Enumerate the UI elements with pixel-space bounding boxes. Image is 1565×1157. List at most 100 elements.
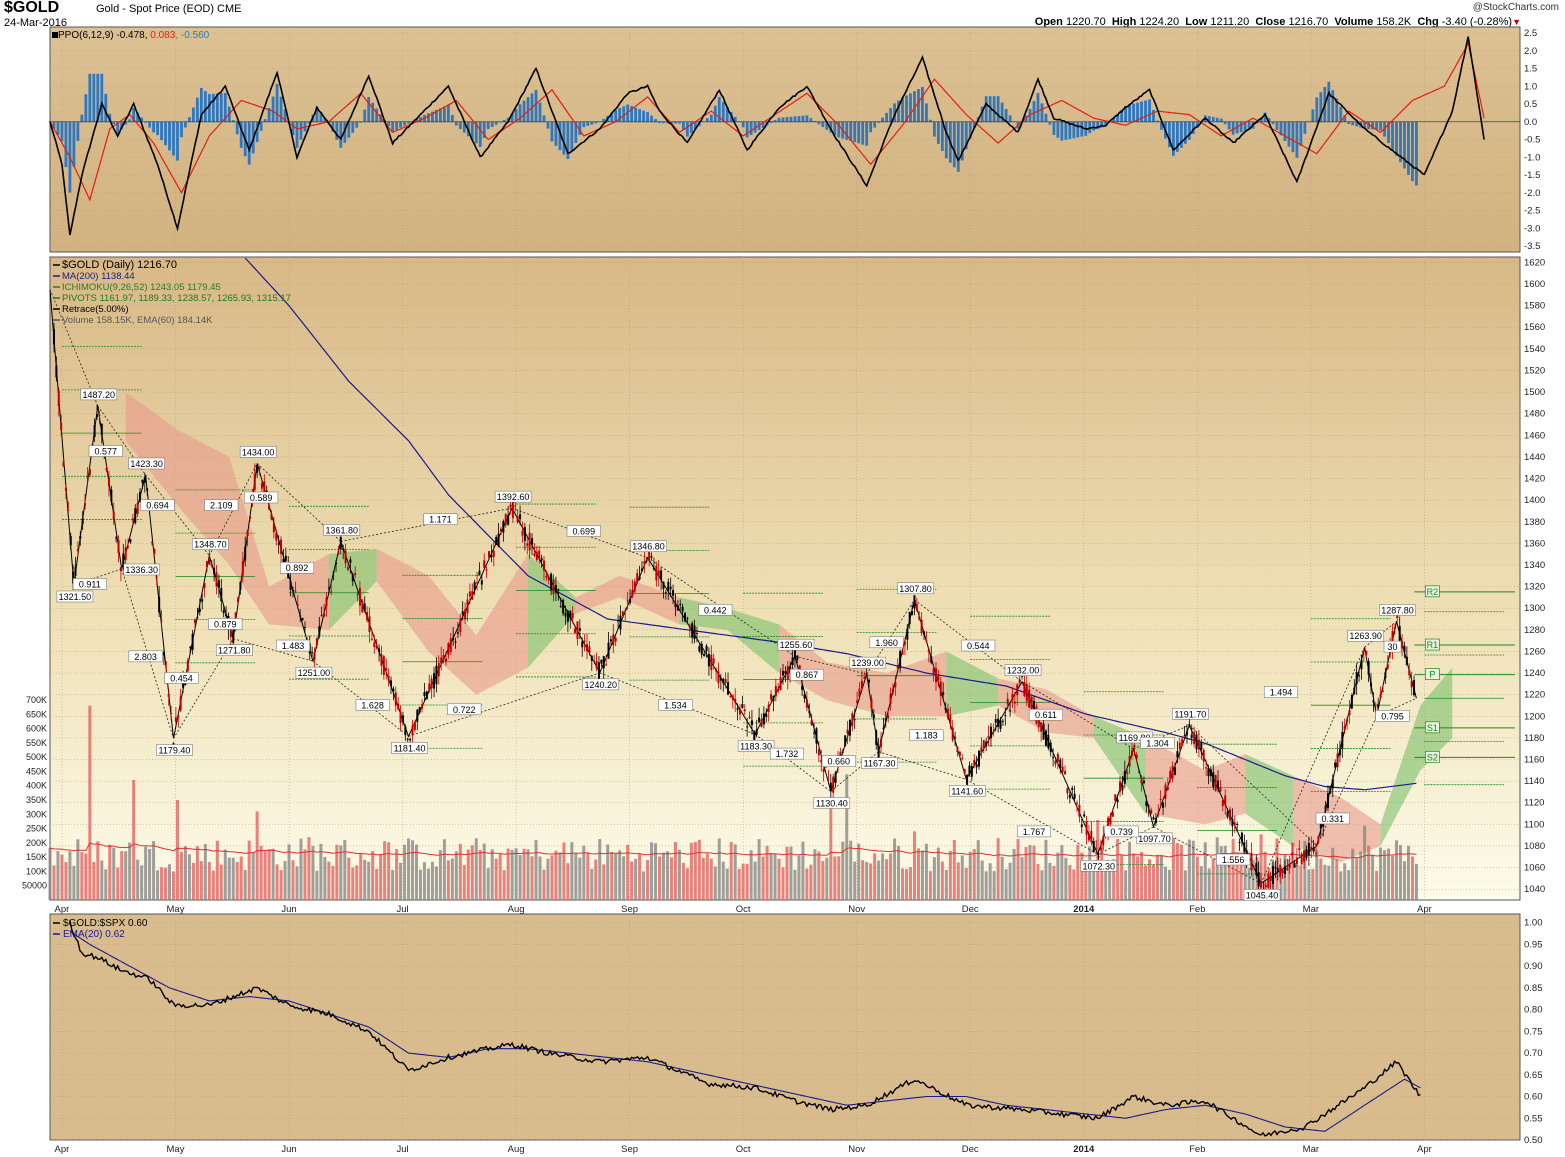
symbol-title: $GOLD (4, 0, 60, 16)
ppo-histogram-bar (1172, 121, 1175, 156)
volume-bar (1044, 839, 1048, 900)
candle-body (1362, 650, 1365, 652)
volume-bar (1315, 850, 1319, 900)
volume-bar (1343, 863, 1347, 900)
candle-body (194, 619, 197, 624)
volume-bar (542, 869, 546, 900)
volume-bar (339, 845, 343, 900)
ppo-tick-label: -1.5 (1524, 170, 1540, 181)
volume-bar (793, 869, 797, 900)
close-value: 1216.70 (1288, 16, 1329, 28)
swing-label-box (494, 490, 532, 503)
candle-body (174, 717, 177, 722)
ichimoku-cloud-segment (1420, 667, 1453, 771)
ichimoku-cloud-segment (328, 548, 377, 630)
ppo-histogram-bar (725, 106, 729, 123)
candle-body (597, 662, 600, 680)
candle-body (272, 522, 275, 533)
candle-body (918, 616, 921, 620)
candle-body (495, 537, 498, 545)
candle-body (96, 414, 99, 417)
ppo-histogram-bar (554, 121, 558, 146)
candle-body (1269, 876, 1272, 882)
ppo-histogram-bar (363, 109, 367, 123)
ppo-histogram-bar (403, 121, 406, 126)
volume-bar (877, 860, 881, 900)
swing-label-box (1379, 604, 1416, 616)
volume-bar (271, 848, 275, 900)
candle-body (339, 536, 342, 549)
candle-body (292, 590, 295, 592)
ppo-histogram-bar (1415, 121, 1418, 186)
candle-body (705, 645, 708, 652)
swing-label: 1423.30 (130, 459, 163, 469)
candle-body (693, 625, 696, 640)
volume-bar (901, 868, 905, 900)
ppo-histogram-bar (1403, 121, 1406, 169)
swing-label-box (123, 563, 160, 576)
candle-body (380, 654, 383, 666)
volume-bar (1000, 856, 1004, 900)
ppo-histogram-bar (709, 114, 713, 123)
ppo-histogram-bar (454, 121, 458, 126)
candle-body (777, 688, 780, 691)
candle-body (1257, 872, 1260, 887)
volume-bar (1124, 870, 1128, 900)
candle-body (213, 567, 216, 575)
volume-bar (1120, 855, 1124, 900)
retrace-connector (256, 463, 342, 542)
ppo-histogram-bar (996, 96, 1000, 123)
volume-bar (1052, 865, 1056, 900)
candle-body (820, 759, 823, 763)
candle-body (449, 638, 452, 653)
volume-bar (972, 849, 976, 900)
ppo-histogram-bar (837, 121, 841, 138)
volume-bar (936, 847, 940, 900)
candle-body (729, 696, 732, 698)
candle-body (786, 666, 789, 680)
volume-bar (996, 838, 1000, 900)
candle-body (387, 675, 390, 681)
swing-label: 1072.30 (1082, 861, 1115, 871)
volume-bar (359, 853, 363, 900)
candle-body (237, 598, 240, 603)
ppo-histogram-bar (1072, 121, 1076, 139)
ratio-x-label: Feb (1189, 1144, 1205, 1155)
ppo-histogram-bar (1168, 121, 1171, 148)
ppo-histogram-bar (705, 118, 709, 123)
candle-body (1028, 689, 1031, 708)
candle-body (127, 546, 130, 548)
candle-body (1066, 788, 1069, 794)
candle-body (483, 560, 486, 568)
candle-body (385, 668, 388, 670)
candle-body (294, 590, 297, 592)
volume-bar (705, 853, 709, 900)
ppo-histogram-bar (395, 121, 398, 130)
ppo-histogram-bar (275, 83, 279, 123)
volume-bar (801, 841, 805, 900)
ratio-label-box (1263, 686, 1298, 698)
ppo-histogram-bar (693, 121, 697, 130)
ppo-histogram-bar (797, 116, 801, 123)
ratio-ema-line (69, 930, 1421, 1132)
candle-body (1059, 759, 1062, 769)
candle-body (1365, 650, 1368, 656)
ichimoku-cloud-segment (177, 429, 230, 565)
candle-body (1346, 719, 1349, 723)
volume-bar (84, 853, 88, 900)
retrace-connector (966, 779, 1098, 855)
ppo-histogram-bar (662, 121, 665, 124)
volume-bar (1379, 847, 1383, 900)
down-triangle-icon: ▼ (1512, 17, 1521, 27)
candle-body (853, 719, 856, 721)
candle-body (79, 535, 82, 539)
candle-body (229, 628, 232, 638)
volume-bar (1056, 852, 1060, 900)
volume-bar (1155, 854, 1159, 900)
volume-bar (634, 858, 638, 900)
ppo-histogram-bar (486, 121, 490, 130)
volume-bar (757, 839, 761, 900)
ppo-histogram-bar (1215, 117, 1219, 123)
candle-body (69, 536, 72, 546)
price-x-label: May (167, 904, 185, 915)
